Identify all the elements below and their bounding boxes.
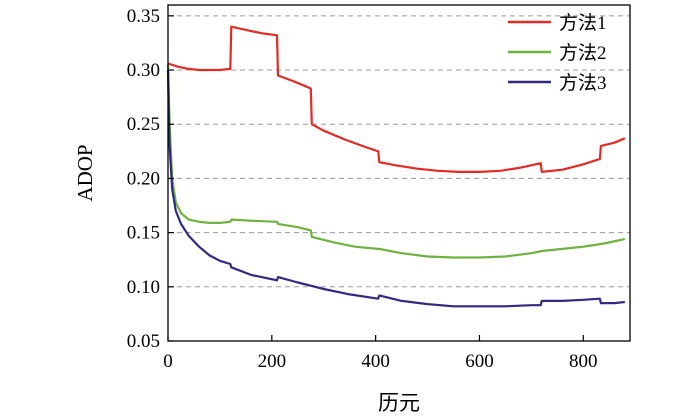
legend: 方法1 方法2 方法3 (508, 12, 607, 94)
legend-label-3: 方法3 (559, 72, 607, 94)
x-tick-label: 200 (258, 351, 287, 372)
x-axis-title: 历元 (378, 391, 420, 415)
series-line-2 (166, 64, 626, 259)
legend-label-1: 方法1 (559, 12, 607, 34)
series-lines (166, 25, 626, 308)
legend-label-2: 方法2 (559, 42, 607, 64)
y-tick-label: 0.05 (127, 331, 160, 352)
gridlines (168, 15, 630, 288)
plot-frame (167, 4, 631, 342)
y-tick-label: 0.30 (127, 60, 160, 81)
axis-ticks: 0.05 0.10 0.15 0.20 0.25 0.30 0.35 0 200 400 600 80… (127, 6, 598, 372)
x-tick-label: 400 (361, 351, 390, 372)
series-line-3 (166, 69, 625, 308)
y-tick-label: 0.20 (127, 168, 160, 189)
y-tick-label: 0.25 (127, 114, 160, 135)
y-tick-label: 0.15 (127, 223, 160, 244)
y-axis-title: ADOP (73, 144, 97, 201)
series-line-1 (167, 25, 626, 173)
x-tick-label: 800 (569, 351, 598, 372)
y-tick-label: 0.10 (127, 277, 160, 298)
y-tick-label: 0.35 (127, 6, 160, 27)
x-tick-label: 600 (465, 351, 494, 372)
x-tick-label: 0 (163, 351, 173, 372)
